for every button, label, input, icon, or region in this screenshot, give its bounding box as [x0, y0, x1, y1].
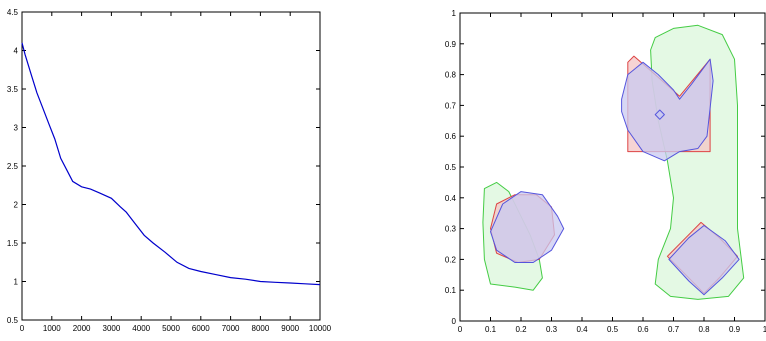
left-x-tick-label: 9000: [281, 324, 299, 333]
left-x-tick-label: 5000: [162, 324, 180, 333]
left-x-tick-label: 6000: [192, 324, 210, 333]
left-x-tick-label: 4000: [132, 324, 150, 333]
right-x-tick-label: 0.4: [576, 325, 588, 334]
right-x-tick-label: 0.8: [698, 325, 710, 334]
right-y-tick-label: 0.8: [445, 71, 457, 80]
left-series-line: [21, 42, 321, 286]
right-y-tick-label: 0.7: [445, 101, 457, 110]
right-x-tick-label: 1: [763, 325, 766, 334]
right-region-polygon: [668, 225, 740, 296]
right-region-polygon: [490, 191, 565, 263]
left-x-tick-label: 2000: [73, 324, 91, 333]
right-region-polygon: [621, 58, 714, 162]
left-y-tick-label: 2.5: [7, 162, 19, 171]
left-x-tick-label: 7000: [222, 324, 240, 333]
right-x-tick-label: 0.9: [729, 325, 741, 334]
right-y-tick-label: 0.6: [445, 132, 457, 141]
right-region-polygon: [654, 109, 665, 120]
left-y-tick-label: 3: [14, 124, 19, 133]
left-y-tick-label: 1: [14, 278, 19, 287]
left-x-tick-label: 0: [20, 324, 25, 333]
right-y-tick-label: 0.9: [445, 40, 457, 49]
left-y-tick-label: 2: [14, 201, 19, 210]
right-y-tick-label: 0.5: [445, 163, 457, 172]
right-plot-frame-top: [459, 12, 766, 322]
right-y-tick-label: 0.4: [445, 194, 457, 203]
left-y-tick-label: 4: [14, 47, 19, 56]
left-y-tick-label: 1.5: [7, 239, 19, 248]
right-x-tick-label: 0.2: [515, 325, 527, 334]
right-y-tick-label: 0.2: [445, 255, 457, 264]
left-y-tick-label: 3.5: [7, 85, 19, 94]
right-x-tick-label: 0.3: [546, 325, 558, 334]
right-x-tick-label: 0.1: [485, 325, 497, 334]
right-y-tick-label: 0: [452, 317, 457, 326]
left-y-tick-label: 0.5: [7, 316, 19, 325]
right-y-tick-label: 0.1: [445, 286, 457, 295]
left-y-tick-label: 4.5: [7, 8, 19, 17]
right-x-tick-label: 0.7: [668, 325, 680, 334]
left-x-tick-label: 1000: [43, 324, 61, 333]
right-x-tick-label: 0: [458, 325, 463, 334]
right-y-tick-label: 1: [452, 9, 457, 18]
right-x-tick-label: 0.6: [637, 325, 649, 334]
left-plot-frame: [21, 11, 321, 321]
right-y-tick-label: 0.3: [445, 225, 457, 234]
left-x-tick-label: 10000: [309, 324, 332, 333]
left-x-tick-label: 8000: [252, 324, 270, 333]
left-x-tick-label: 3000: [103, 324, 121, 333]
right-x-tick-label: 0.5: [607, 325, 619, 334]
